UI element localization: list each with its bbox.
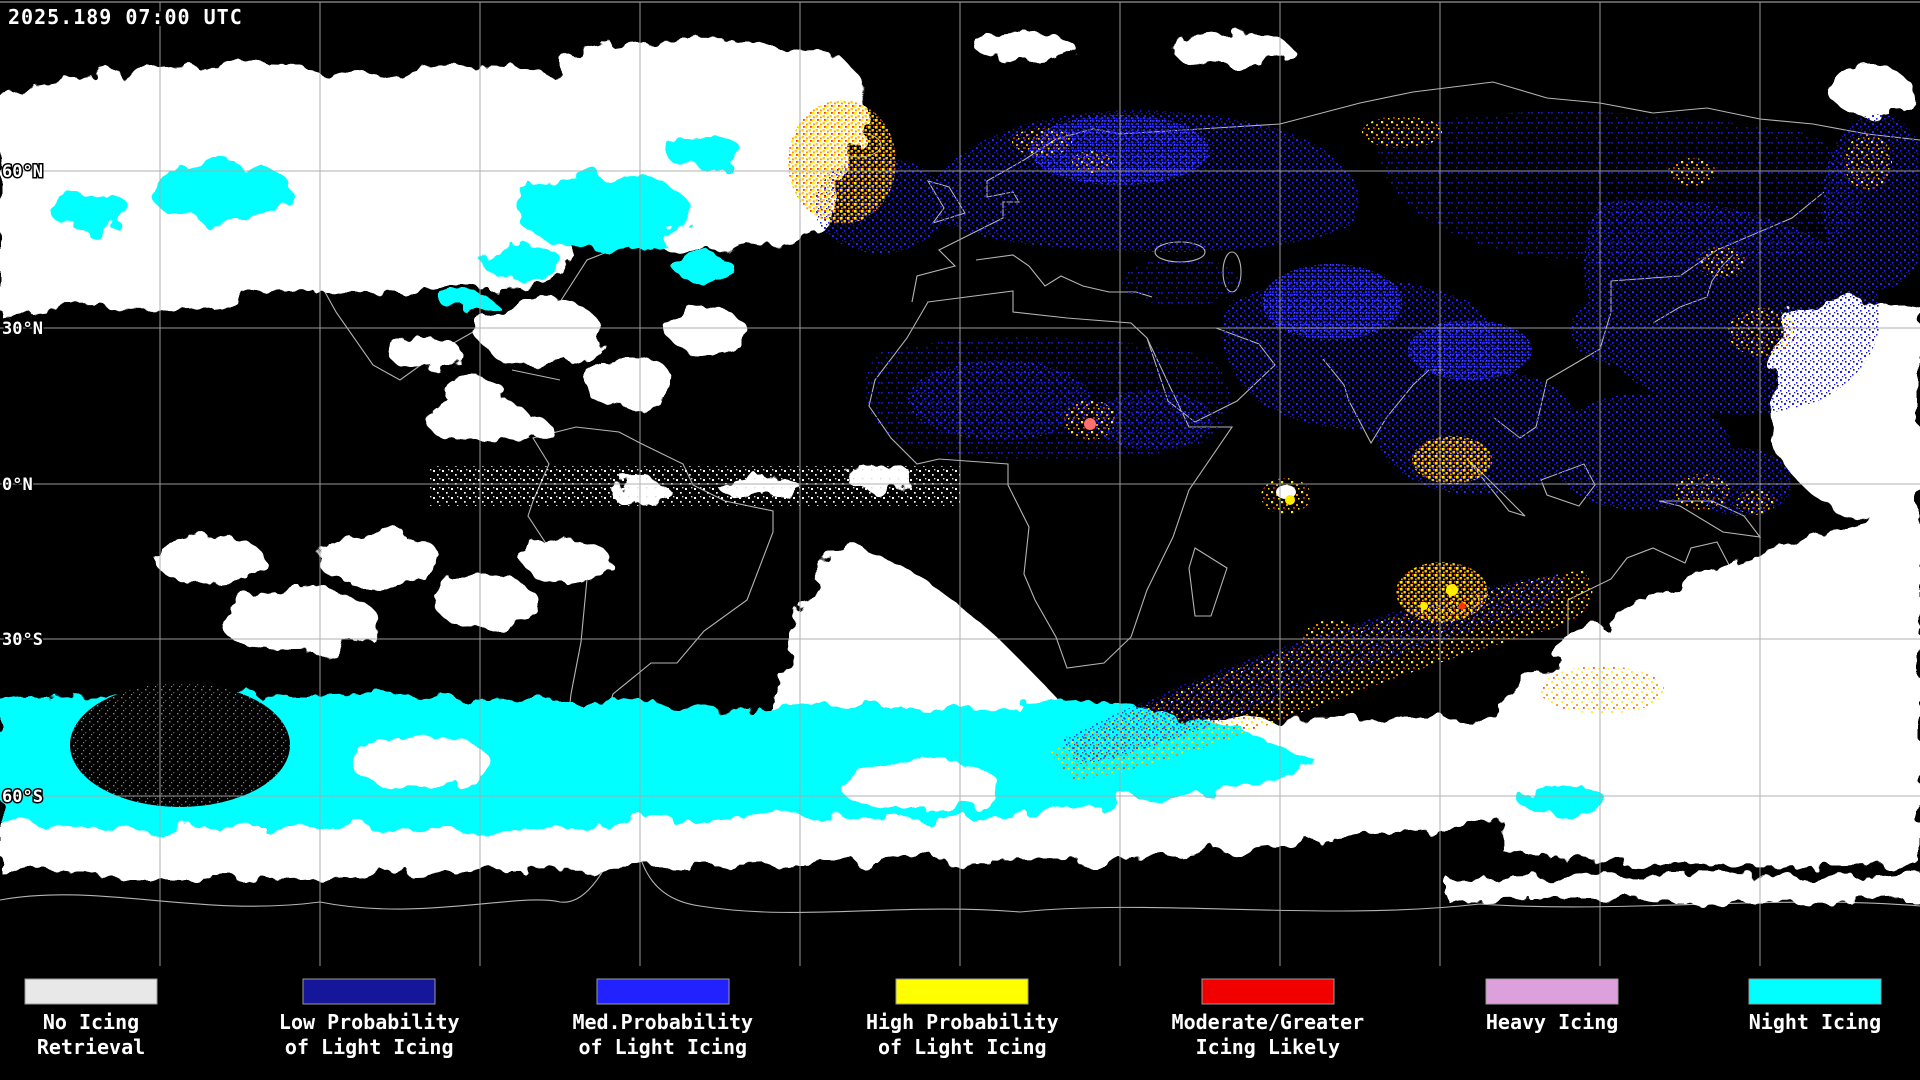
legend-label: Heavy Icing [1486, 1010, 1618, 1060]
legend-item-heavy-icing: Heavy Icing [1477, 978, 1627, 1060]
legend-bar: No Icing Retrieval Low Probability of Li… [0, 973, 1920, 1080]
legend-item-night-icing: Night Icing [1740, 978, 1890, 1060]
latitude-label: 30°S [2, 630, 43, 650]
legend-swatch [1748, 978, 1882, 1005]
legend-item-high-prob-light-icing: High Probability of Light Icing [866, 978, 1059, 1060]
legend-item-med-prob-light-icing: Med.Probability of Light Icing [572, 978, 753, 1060]
satellite-icing-map: 60°N 30°N 0°N 30°S 60°S 2025.189 07:00 U… [0, 1, 1920, 966]
legend-swatch-rect [24, 978, 158, 1005]
legend-label-line: of Light Icing [578, 1035, 748, 1059]
legend-swatch [596, 978, 730, 1005]
legend-swatch [895, 978, 1029, 1005]
legend-label: Med.Probability of Light Icing [572, 1010, 753, 1060]
legend-swatch [24, 978, 158, 1005]
legend-swatch [302, 978, 436, 1005]
legend-label-line [1486, 1035, 1618, 1060]
latitude-label: 0°N [2, 475, 33, 495]
legend-label: Moderate/Greater Icing Likely [1172, 1010, 1365, 1060]
legend-label: Low Probability of Light Icing [279, 1010, 460, 1060]
lat-lon-grid [0, 1, 1920, 966]
legend-swatch-rect [1201, 978, 1335, 1005]
legend-label-line: of Light Icing [878, 1035, 1047, 1059]
legend-label: No Icing Retrieval [37, 1010, 145, 1060]
legend-swatch-rect [302, 978, 436, 1005]
legend-swatch [1485, 978, 1619, 1005]
legend-label: High Probability of Light Icing [866, 1010, 1059, 1060]
legend-label-line [1749, 1035, 1881, 1060]
legend-label-line: No Icing [42, 1010, 140, 1034]
legend-item-moderate-greater-icing: Moderate/Greater Icing Likely [1172, 978, 1365, 1060]
legend-item-no-icing-retrieval: No Icing Retrieval [16, 978, 166, 1060]
legend-label: Night Icing [1749, 1010, 1881, 1060]
legend-label-line: Heavy Icing [1485, 1010, 1619, 1034]
legend-label-line: Night Icing [1748, 1010, 1882, 1034]
timestamp: 2025.189 07:00 UTC [8, 5, 243, 29]
legend-label-line: Moderate/Greater [1171, 1010, 1365, 1034]
latitude-label: 60°S [2, 787, 43, 807]
legend-label-line: High Probability [865, 1010, 1059, 1034]
legend-swatch-rect [1485, 978, 1619, 1005]
latitude-label: 30°N [2, 319, 43, 339]
legend-label-line: Icing Likely [1195, 1035, 1341, 1059]
legend-item-low-prob-light-icing: Low Probability of Light Icing [279, 978, 460, 1060]
legend-swatch-rect [1748, 978, 1882, 1005]
legend-label-line: Low Probability [278, 1010, 460, 1034]
legend-swatch [1201, 978, 1335, 1005]
legend-swatch-rect [895, 978, 1029, 1005]
legend-label-line: Med.Probability [572, 1010, 754, 1034]
legend-label-line: of Light Icing [284, 1035, 454, 1059]
legend-swatch-rect [596, 978, 730, 1005]
latitude-labels: 60°N 30°N 0°N 30°S 60°S [1, 161, 45, 809]
legend-label-line: Retrieval [36, 1035, 146, 1059]
icing-probability-speckles [70, 100, 1920, 807]
world-icing-svg: 60°N 30°N 0°N 30°S 60°S 2025.189 07:00 U… [0, 1, 1920, 966]
latitude-label: 60°N [2, 162, 43, 182]
